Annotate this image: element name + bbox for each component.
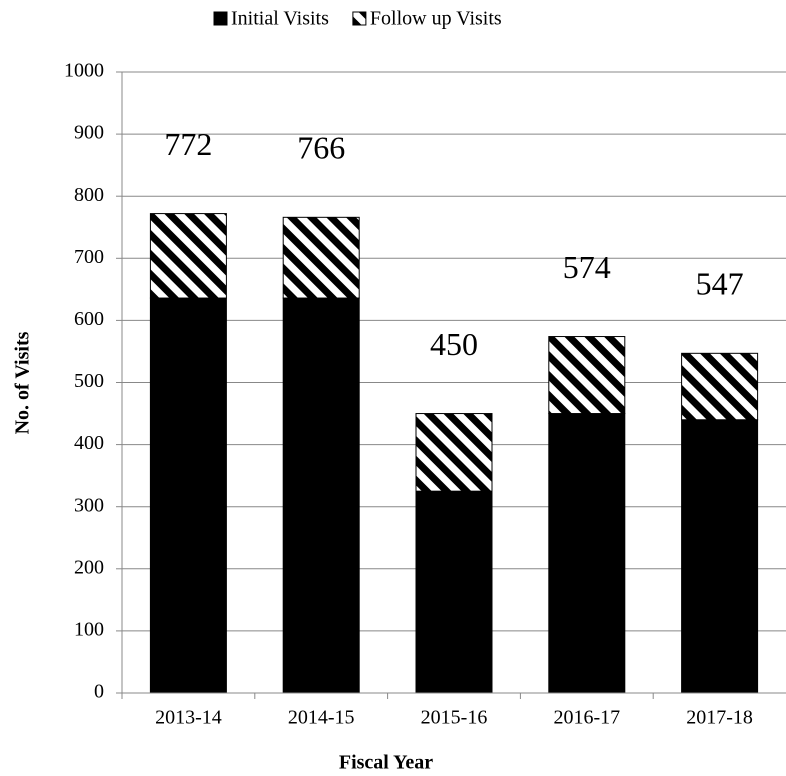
bar-segment xyxy=(548,336,626,415)
legend-label: Follow up Visits xyxy=(370,8,502,30)
total-label: 547 xyxy=(696,266,744,302)
x-tick-label: 2016-17 xyxy=(553,707,620,729)
x-tick-label: 2017-18 xyxy=(686,707,753,729)
bar-segment xyxy=(415,413,493,492)
y-axis-title: No. of Visits xyxy=(12,331,34,434)
y-tick-label: 0 xyxy=(94,681,104,703)
total-label: 766 xyxy=(297,130,345,166)
total-label: 772 xyxy=(164,126,212,162)
bar-segment xyxy=(681,419,759,694)
x-tick-label: 2015-16 xyxy=(421,707,488,729)
y-tick-label: 500 xyxy=(74,370,104,392)
total-label: 574 xyxy=(563,249,611,285)
legend-swatch xyxy=(352,11,367,26)
y-tick-label: 900 xyxy=(74,122,104,144)
bar-segment xyxy=(282,297,360,694)
x-tick-label: 2014-15 xyxy=(288,707,355,729)
y-tick-label: 1000 xyxy=(64,60,104,82)
legend-swatch xyxy=(213,11,228,26)
y-tick-label: 400 xyxy=(74,432,104,454)
y-tick-label: 200 xyxy=(74,556,104,578)
x-tick-label: 2013-14 xyxy=(155,707,222,729)
y-tick-label: 700 xyxy=(74,246,104,268)
y-tick-label: 600 xyxy=(74,308,104,330)
total-label: 450 xyxy=(430,326,478,362)
y-tick-label: 100 xyxy=(74,618,104,640)
bar-segment xyxy=(149,297,227,694)
legend-label: Initial Visits xyxy=(231,8,329,30)
bar-segment xyxy=(681,352,759,421)
bar-segment xyxy=(415,490,493,694)
bar-segment xyxy=(282,216,360,299)
bar-segment xyxy=(548,413,626,694)
y-tick-label: 300 xyxy=(74,494,104,516)
bar-segment xyxy=(149,213,227,299)
x-axis-title: Fiscal Year xyxy=(339,752,433,774)
y-tick-label: 800 xyxy=(74,184,104,206)
